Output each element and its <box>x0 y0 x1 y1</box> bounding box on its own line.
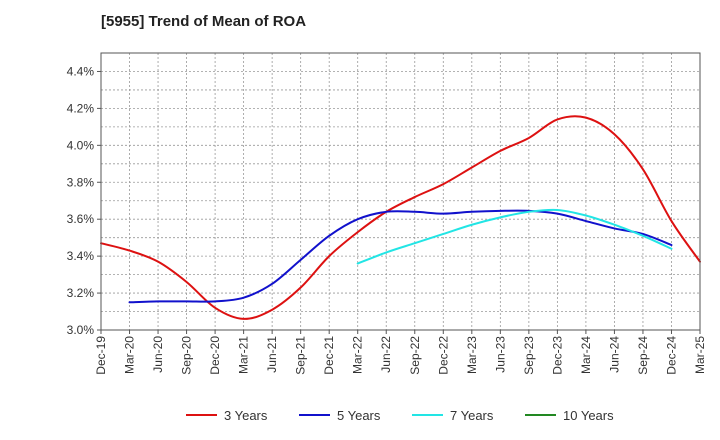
x-tick-label: Mar-22 <box>351 336 365 374</box>
x-tick-label: Sep-22 <box>408 336 422 375</box>
y-axis-ticks: 3.0% 3.2% 3.4% 3.6% 3.8% 4.0% 4.2% 4.4% <box>67 64 101 337</box>
x-tick-label: Dec-20 <box>208 336 222 375</box>
x-tick-label: Jun-23 <box>493 336 507 373</box>
x-tick-label: Dec-21 <box>322 336 336 375</box>
y-tick-label: 3.8% <box>67 175 95 189</box>
x-tick-label: Jun-20 <box>151 336 165 373</box>
x-tick-label: Mar-24 <box>579 336 593 374</box>
x-tick-label: Sep-23 <box>522 336 536 375</box>
y-tick-label: 4.2% <box>67 101 95 115</box>
legend-label-7-years: 7 Years <box>450 408 494 423</box>
x-tick-label: Dec-19 <box>94 336 108 375</box>
x-tick-label: Mar-25 <box>693 336 707 374</box>
x-tick-label: Mar-20 <box>123 336 137 374</box>
x-tick-label: Jun-21 <box>265 336 279 373</box>
y-tick-label: 3.2% <box>67 286 95 300</box>
x-tick-label: Sep-20 <box>180 336 194 375</box>
x-tick-label: Dec-24 <box>664 336 678 375</box>
x-tick-label: Dec-23 <box>550 336 564 375</box>
y-tick-label: 3.4% <box>67 249 95 263</box>
legend-label-3-years: 3 Years <box>224 408 268 423</box>
legend-label-5-years: 5 Years <box>337 408 381 423</box>
x-tick-label: Sep-21 <box>294 336 308 375</box>
x-tick-label: Sep-24 <box>636 336 650 375</box>
y-tick-label: 4.4% <box>67 64 95 78</box>
x-tick-label: Mar-23 <box>465 336 479 374</box>
x-axis-ticks: Dec-19 Mar-20 Jun-20 Sep-20 Dec-20 Mar-21 Jun-… <box>94 330 707 375</box>
plot-background <box>101 53 700 330</box>
legend: 3 Years 5 Years 7 Years 10 Years <box>186 408 614 423</box>
y-tick-label: 3.6% <box>67 212 95 226</box>
legend-label-10-years: 10 Years <box>563 408 614 423</box>
chart-title: [5955] Trend of Mean of ROA <box>101 13 307 30</box>
y-tick-label: 3.0% <box>67 323 95 337</box>
y-tick-label: 4.0% <box>67 138 95 152</box>
series-line-7-years <box>356 208 673 265</box>
x-tick-label: Jun-24 <box>607 336 621 373</box>
series-lines <box>100 115 701 320</box>
x-tick-label: Dec-22 <box>436 336 450 375</box>
x-tick-label: Jun-22 <box>379 336 393 373</box>
series-line-3-years <box>100 115 701 320</box>
series-line-5-years <box>128 209 673 304</box>
x-tick-label: Mar-21 <box>237 336 251 374</box>
plot-frame <box>100 52 701 331</box>
